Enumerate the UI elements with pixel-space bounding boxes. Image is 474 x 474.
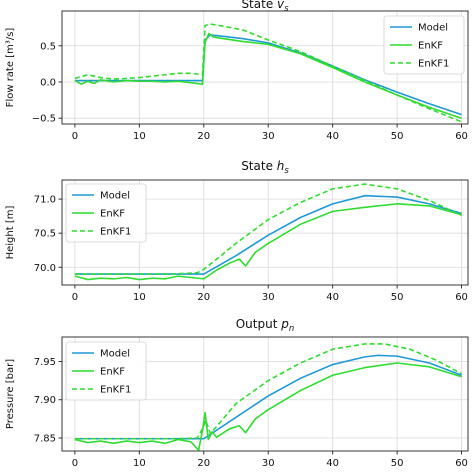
panel-2-ytick-label: 70.0	[34, 263, 56, 274]
panel-3-series-enkf	[74, 362, 462, 451]
panel-2-series-enkf1	[74, 183, 462, 275]
panel-3-ytick-label: 7.85	[34, 433, 56, 444]
panel-1-series-enkf1	[74, 23, 462, 123]
panel-3-xtick-label: 10	[133, 458, 146, 469]
panel-1-frame	[61, 10, 469, 125]
panel-2-xtick-label: 20	[197, 292, 210, 303]
panel-3-xtick-label: 30	[262, 458, 275, 469]
panel-2-xtick-label: 10	[133, 292, 146, 303]
panel-1-legend-label-enkf: EnKF	[418, 41, 443, 52]
panel-3-legend-label-enkf1: EnKF1	[100, 385, 131, 396]
panel-1-legend: Model EnKF EnKF1	[383, 15, 465, 75]
panel-3-legend-label-enkf: EnKF	[100, 367, 125, 378]
panel-3-xtick-label: 60	[455, 458, 468, 469]
panel-3-series-enkf1	[74, 343, 462, 440]
panel-1-ytick-label: 0.5	[40, 41, 56, 52]
panel-1-ytick-label: 0.0	[40, 77, 56, 88]
panel-1-xtick-label: 0	[72, 131, 78, 142]
panel-1-xtick-label: 10	[133, 131, 146, 142]
panel-2-ytick-label: 71.0	[34, 195, 56, 206]
panel-1-xtick-label: 20	[197, 131, 210, 142]
panel-3-ytick-label: 7.90	[34, 395, 56, 406]
panel-2: 0 10 20 30 40 50 60 70.0 70.5 71.0 State hs Height …	[5, 159, 469, 303]
panel-2-ytick-label: 70.5	[34, 229, 56, 240]
panel-1-legend-label-model: Model	[418, 23, 448, 34]
panel-2-xtick-label: 60	[455, 292, 468, 303]
panel-3-series-model	[74, 354, 462, 440]
panel-1-xtick-label: 50	[391, 131, 404, 142]
panel-1-xtick-label: 60	[455, 131, 468, 142]
panel-2-series-group	[74, 183, 462, 281]
panel-3-legend-box	[65, 341, 147, 401]
panel-1-ytick-label: −0.5	[32, 114, 56, 125]
panel-2-title: State hs	[241, 159, 289, 176]
panel-2-legend-label-model: Model	[100, 191, 130, 202]
panel-1-ylabel: Flow rate [m³/s]	[5, 28, 16, 108]
panel-2-legend: Model EnKF EnKF1	[65, 183, 147, 243]
panel-1-series-model	[74, 34, 462, 116]
panel-1-series-enkf	[74, 32, 462, 119]
panel-2-legend-box	[65, 183, 147, 243]
panel-1-legend-label-enkf1: EnKF1	[418, 59, 449, 70]
panel-2-xtick-label: 40	[326, 292, 339, 303]
panel-1-title: State vs	[241, 0, 289, 14]
panel-3-xtick-label: 0	[72, 458, 78, 469]
panel-3: 0 10 20 30 40 50 60 7.85 7.90 7.95 Output pn Pressu…	[5, 317, 469, 469]
panel-2-legend-label-enkf1: EnKF1	[100, 227, 131, 238]
panel-2-xtick-label: 50	[391, 292, 404, 303]
panel-2-xtick-label: 30	[262, 292, 275, 303]
panel-3-title: Output pn	[236, 317, 295, 334]
panel-2-xtick-label: 0	[72, 292, 78, 303]
panel-3-series-group	[74, 343, 462, 451]
panel-3-legend: Model EnKF EnKF1	[65, 341, 147, 401]
panel-3-xtick-label: 50	[391, 458, 404, 469]
panel-3-xtick-label: 20	[197, 458, 210, 469]
panel-2-series-enkf	[74, 203, 462, 281]
panel-1-xtick-label: 30	[262, 131, 275, 142]
panel-3-legend-label-model: Model	[100, 349, 130, 360]
panel-2-ylabel: Height [m]	[5, 206, 16, 260]
panel-3-frame	[61, 336, 469, 452]
panel-1-series-group	[74, 23, 462, 123]
panel-1-legend-box	[383, 15, 465, 75]
panel-1: 0 10 20 30 40 50 60 −0.5 0.0 0.5 State vs Flow rate…	[5, 0, 469, 142]
panel-3-ytick-label: 7.95	[34, 357, 56, 368]
panel-3-ylabel: Pressure [bar]	[5, 359, 16, 429]
panel-2-legend-label-enkf: EnKF	[100, 209, 125, 220]
panel-3-xtick-label: 40	[326, 458, 339, 469]
panel-2-frame	[61, 179, 469, 286]
panel-1-xtick-label: 40	[326, 131, 339, 142]
